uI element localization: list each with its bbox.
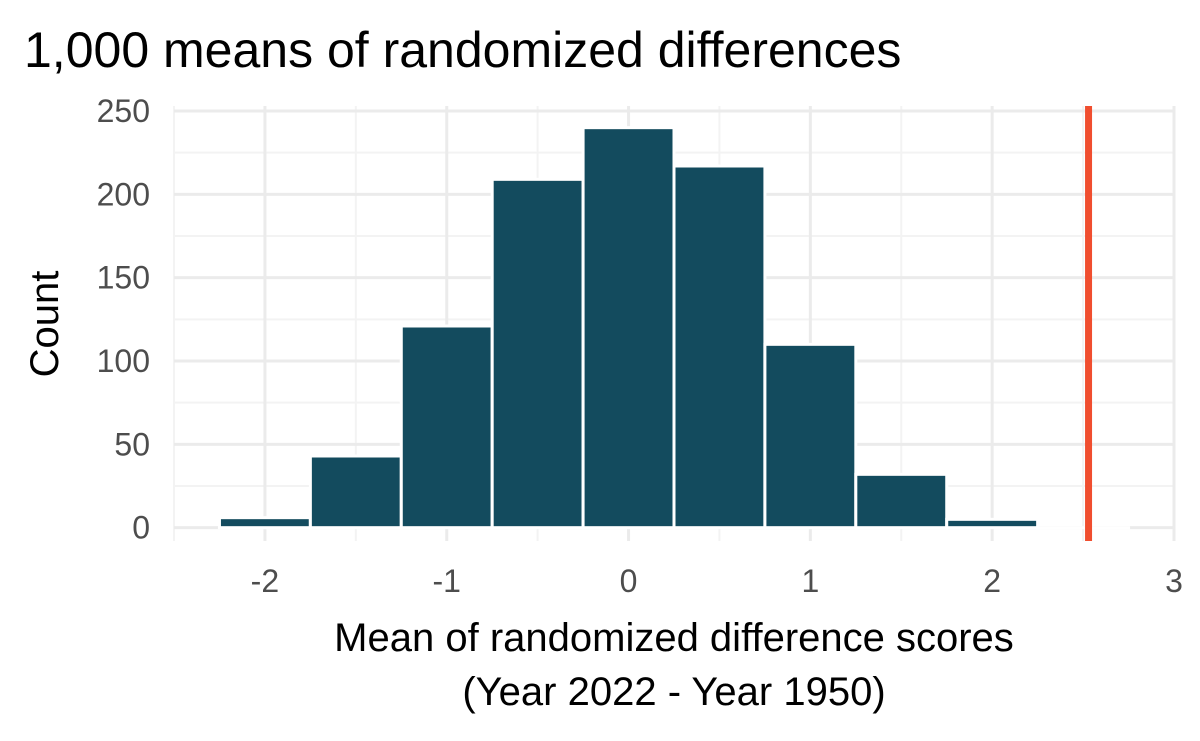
histogram-bar [217, 516, 312, 530]
x-axis-title-line-1: Mean of randomized difference scores [334, 616, 1014, 660]
chart-title: 1,000 means of randomized differences [24, 22, 901, 78]
x-tick-label: -1 [433, 563, 461, 599]
y-tick-labels: 0 50 100 150 200 250 [97, 93, 150, 546]
histogram-bar [854, 472, 949, 530]
y-tick-label: 150 [97, 260, 150, 296]
histogram-bar [672, 164, 767, 530]
histogram-bar [763, 342, 858, 530]
histogram-bar [308, 454, 403, 530]
x-tick-label: 3 [1165, 563, 1183, 599]
y-tick-label: 200 [97, 176, 150, 212]
histogram-bar [945, 517, 1040, 530]
x-tick-labels: -2 -1 0 1 2 3 [251, 563, 1183, 599]
y-tick-label: 0 [132, 510, 150, 546]
y-tick-label: 50 [114, 426, 150, 462]
y-tick-label: 250 [97, 93, 150, 129]
bars [217, 126, 1131, 530]
x-tick-label: -2 [251, 563, 279, 599]
histogram-bar [490, 177, 585, 530]
histogram-bar [581, 126, 676, 530]
histogram-bar [399, 324, 494, 530]
y-tick-label: 100 [97, 343, 150, 379]
x-tick-label: 1 [801, 563, 819, 599]
x-tick-label: 2 [983, 563, 1001, 599]
y-axis-title: Count [23, 271, 67, 378]
x-axis-title-line-2: (Year 2022 - Year 1950) [462, 670, 885, 714]
x-tick-label: 0 [620, 563, 638, 599]
